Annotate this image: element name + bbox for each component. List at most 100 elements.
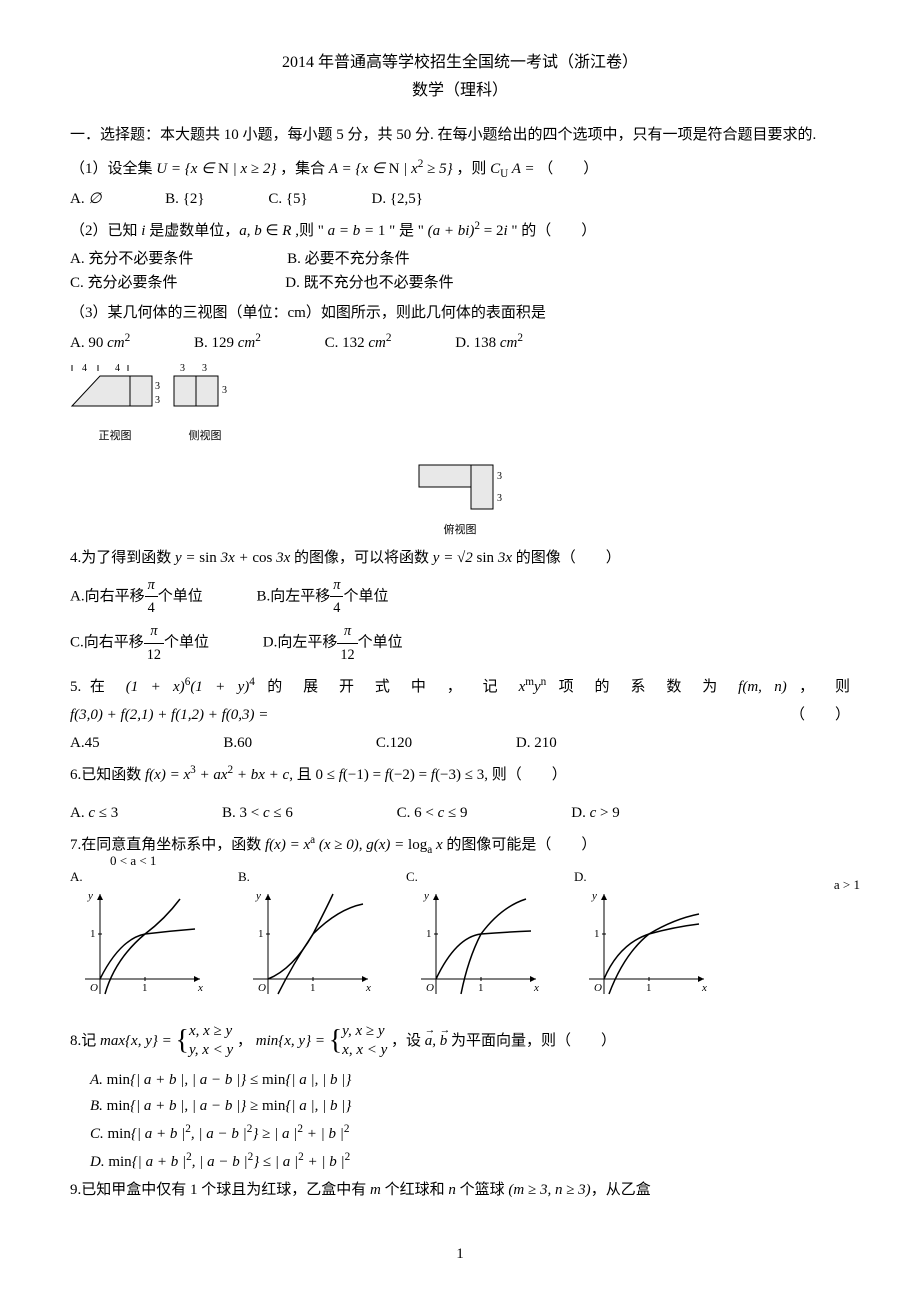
q4-opt-b: B.向左平移π4个单位 <box>257 574 389 621</box>
q8-max: max{x, y} = <box>100 1033 175 1049</box>
q5-opt-c: C.120 <box>376 731 412 755</box>
q3-options: A. 90 cm2 B. 129 cm2 C. 132 cm2 D. 138 c… <box>70 329 850 355</box>
q5-blank: （ ） <box>790 703 850 727</box>
svg-text:O: O <box>594 982 602 994</box>
q6-opt-c: C. 6 < c ≤ 9 <box>397 801 468 825</box>
q1-tail: ，则 <box>456 161 490 177</box>
q8-max-brace: { x, x ≥ yy, x < y <box>175 1019 233 1064</box>
svg-text:1: 1 <box>142 982 148 994</box>
svg-text:1: 1 <box>258 928 264 940</box>
q3-opt-b: B. 129 cm2 <box>194 329 261 355</box>
q1-opt-b: B. {2} <box>165 187 204 211</box>
svg-text:x: x <box>533 982 539 994</box>
front-view: 4 4 3 3 正视图 <box>70 361 160 445</box>
q6-cond: , 且 0 ≤ f(−1) = f(−2) = f(−3) ≤ 3, <box>289 767 488 783</box>
q8-vecs: a, b <box>425 1033 448 1049</box>
question-8: 8.记 max{x, y} = { x, x ≥ yy, x < y ， min… <box>70 1019 850 1064</box>
q6-opt-a: A. c ≤ 3 <box>70 801 118 825</box>
q3-opt-a: A. 90 cm2 <box>70 329 130 355</box>
q3-opt-c: C. 132 cm2 <box>325 329 392 355</box>
q1-set-u: U = {x ∈ N | x ≥ 2} <box>156 161 276 177</box>
q6-fn: f(x) = x3 + ax2 + bx + c <box>145 767 289 783</box>
q1-opt-c: C. {5} <box>268 187 307 211</box>
svg-text:x: x <box>197 982 203 994</box>
svg-text:4: 4 <box>115 363 120 374</box>
q8-opt-b: B. min{| a + b |, | a − b |} ≥ min{| a |… <box>90 1094 850 1118</box>
q5-expr2: xmyn <box>519 679 547 695</box>
svg-text:3: 3 <box>155 381 160 392</box>
section-1-heading: 一．选择题：本大题共 10 小题，每小题 5 分，共 50 分. 在每小题给出的… <box>70 123 850 147</box>
front-view-label: 正视图 <box>70 428 160 446</box>
svg-text:3: 3 <box>497 471 502 482</box>
q4-fn1: y = sin 3x + cos 3x <box>175 550 290 566</box>
q4-tail: 的图像（ ） <box>516 550 621 566</box>
q1-blank: （ ） <box>538 161 598 177</box>
top-view-label: 俯视图 <box>70 522 850 540</box>
svg-text:y: y <box>591 890 597 902</box>
svg-text:3: 3 <box>202 363 207 374</box>
question-4: 4.为了得到函数 y = sin 3x + cos 3x 的图像，可以将函数 y… <box>70 546 850 570</box>
svg-text:O: O <box>90 982 98 994</box>
svg-text:y: y <box>423 890 429 902</box>
q1-set-a: A = {x ∈ N | x2 ≥ 5} <box>329 161 453 177</box>
q6-opt-d: D. c > 9 <box>571 801 619 825</box>
q7-graph-b: B. xy O 1 1 <box>238 865 388 1007</box>
svg-text:3: 3 <box>155 395 160 406</box>
q8-opt-a: A. min{| a + b |, | a − b |} ≤ min{| a |… <box>90 1068 850 1092</box>
q8-min-brace: { y, x ≥ yx, x < y <box>329 1019 388 1064</box>
three-views-figure: 4 4 3 3 正视图 3 3 3 侧视图 3 3 俯视图 <box>70 361 850 539</box>
svg-text:1: 1 <box>90 928 96 940</box>
q5-opt-d: D. 210 <box>516 731 557 755</box>
q7-graphs: 0 < a < 1 a > 1 A. xy O 1 1 B. xy O 1 1 … <box>70 865 850 1007</box>
q5-opt-a: A.45 <box>70 731 100 755</box>
q7-f: f(x) = xa (x ≥ 0), g(x) = loga x <box>265 837 443 853</box>
svg-text:y: y <box>255 890 261 902</box>
q6-tail: 则（ ） <box>492 767 567 783</box>
q1-stem-pre: （1）设全集 <box>70 161 156 177</box>
svg-text:1: 1 <box>426 928 432 940</box>
q1-opt-d: D. {2,5} <box>372 187 424 211</box>
q5-expr3: f(m, n) <box>738 679 787 695</box>
q2-stem: （2）已知 i 是虚数单位，a, b ∈ R ,则 " a = b = 1 " … <box>70 223 596 239</box>
top-view: 3 3 俯视图 <box>70 455 850 539</box>
q7-anno-right: a > 1 <box>834 875 860 896</box>
question-7: 7.在同意直角坐标系中，函数 f(x) = xa (x ≥ 0), g(x) =… <box>70 831 850 859</box>
q8-opt-d: D. min{| a + b |2, | a − b |2} ≤ | a |2 … <box>90 1148 850 1174</box>
q6-opt-b: B. 3 < c ≤ 6 <box>222 801 293 825</box>
q8-opt-c: C. min{| a + b |2, | a − b |2} ≥ | a |2 … <box>90 1120 850 1146</box>
svg-text:O: O <box>258 982 266 994</box>
side-view-label: 侧视图 <box>170 428 240 446</box>
q1-opt-a: A. ∅ <box>70 187 101 211</box>
svg-text:4: 4 <box>82 363 87 374</box>
svg-text:1: 1 <box>646 982 652 994</box>
svg-text:O: O <box>426 982 434 994</box>
question-2: （2）已知 i 是虚数单位，a, b ∈ R ,则 " a = b = 1 " … <box>70 217 850 243</box>
q5-sum: f(3,0) + f(2,1) + f(1,2) + f(0,3) = <box>70 703 268 727</box>
question-6: 6.已知函数 f(x) = x3 + ax2 + bx + c, 且 0 ≤ f… <box>70 761 850 787</box>
question-9: 9.已知甲盒中仅有 1 个球且为红球，乙盒中有 m 个红球和 n 个篮球 (m … <box>70 1178 850 1202</box>
svg-text:3: 3 <box>497 493 502 504</box>
q5-expr1: (1 + x)6(1 + y)4 <box>126 679 255 695</box>
q2-options: A. 充分不必要条件 B. 必要不充分条件 C. 充分必要条件 D. 既不充分也… <box>70 247 850 295</box>
q2-opt-d: D. 既不充分也不必要条件 <box>285 271 453 295</box>
q8-min: min{x, y} = <box>256 1033 329 1049</box>
q4-pre: 4.为了得到函数 <box>70 550 175 566</box>
q2-opt-c: C. 充分必要条件 <box>70 271 178 295</box>
q1-mid: ，集合 <box>280 161 329 177</box>
svg-text:x: x <box>701 982 707 994</box>
q5-options: A.45 B.60 C.120 D. 210 <box>70 731 850 755</box>
q7-anno-left: 0 < a < 1 <box>110 851 156 872</box>
q4-options: A.向右平移π4个单位 B.向左平移π4个单位 C.向右平移π12个单位 D.向… <box>70 574 850 667</box>
svg-text:3: 3 <box>180 363 185 374</box>
svg-text:1: 1 <box>310 982 316 994</box>
page-subtitle: 数学（理科） <box>70 78 850 104</box>
question-3: （3）某几何体的三视图（单位：cm）如图所示，则此几何体的表面积是 <box>70 301 850 325</box>
q4-opt-a: A.向右平移π4个单位 <box>70 574 203 621</box>
q1-expr: CU A = <box>490 161 538 177</box>
q7-graph-a: A. xy O 1 1 <box>70 865 220 1007</box>
question-5-line1: 5.在 (1 + x)6(1 + y)4 的 展 开 式 中 ， 记 xmyn … <box>70 673 850 699</box>
page-number: 1 <box>70 1242 850 1266</box>
q6-options: A. c ≤ 3 B. 3 < c ≤ 6 C. 6 < c ≤ 9 D. c … <box>70 801 850 825</box>
q7-graph-d: D. xy O 1 1 <box>574 865 724 1007</box>
svg-text:y: y <box>87 890 93 902</box>
